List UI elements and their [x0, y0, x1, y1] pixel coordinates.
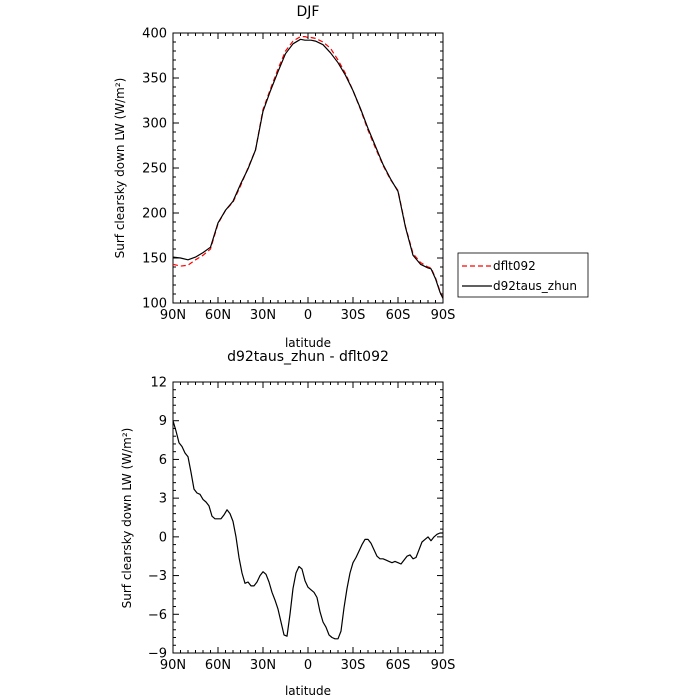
legend: dflt092 d92taus_zhun: [457, 252, 589, 298]
top-chart-x-tick-label: 60N: [205, 308, 231, 323]
legend-entry-d92taus-zhun: d92taus_zhun: [493, 279, 577, 293]
legend-box: [457, 252, 589, 298]
bottom-chart-y-tick-label: 6: [159, 453, 167, 468]
bottom-chart-y-tick-label: −9: [148, 647, 167, 662]
bottom-chart-y-tick-label: 12: [150, 376, 167, 391]
bottom-chart-series-difference-line: [172, 420, 443, 640]
top-chart-plot-area: 90N 60N 30N 0 30S 60S 90S 100 150 200 250 300 350 400: [142, 27, 455, 324]
top-chart-y-tick-label: 150: [142, 252, 167, 267]
top-chart-x-tick-label: 90S: [431, 308, 456, 323]
bottom-chart-y-axis-label: Surf clearsky down LW (W/m²): [120, 428, 134, 609]
top-chart-y-tick-label: 250: [142, 162, 167, 177]
bottom-chart-y-tick-label: 3: [159, 492, 167, 507]
top-chart-y-tick-label: 100: [142, 297, 167, 312]
bottom-chart-x-tick-label: 30N: [250, 658, 276, 673]
top-chart-x-tick-label: 90N: [160, 308, 186, 323]
bottom-chart-x-tick-label: 60N: [205, 658, 231, 673]
bottom-chart-x-tick-label: 0: [304, 658, 312, 673]
legend-entry-dflt092: dflt092: [493, 259, 536, 273]
bottom-chart-plot-area: 90N 60N 30N 0 30S 60S 90S −9 −6 −3 0 3 6 9 12: [148, 376, 456, 674]
top-chart-y-tick-label: 400: [142, 27, 167, 42]
bottom-chart-x-axis-label: latitude: [285, 684, 331, 698]
bottom-chart-y-tick-label: 0: [159, 530, 167, 545]
bottom-chart-panel: d92taus_zhun - dflt092 90N 60N 30N 0 30S 60S 9…: [120, 349, 455, 698]
bottom-chart-x-tick-label: 30S: [341, 658, 366, 673]
top-chart-y-tick-label: 300: [142, 117, 167, 132]
bottom-chart-x-tick-label: 90S: [431, 658, 456, 673]
bottom-chart-title: d92taus_zhun - dflt092: [227, 349, 389, 365]
bottom-chart-y-tick-label: −6: [148, 608, 167, 623]
top-chart-y-tick-label: 200: [142, 207, 167, 222]
top-chart-x-tick-label: 30N: [250, 308, 276, 323]
bottom-chart-y-tick-label: −3: [148, 569, 167, 584]
bottom-chart-y-tick-label: 9: [159, 414, 167, 429]
top-chart-x-tick-label: 30S: [341, 308, 366, 323]
top-chart-title: DJF: [297, 4, 320, 20]
top-chart-series-d92taus-zhun-line: [172, 38, 444, 299]
top-chart-y-tick-label: 350: [142, 72, 167, 87]
top-chart-x-axis-label: latitude: [285, 336, 331, 350]
bottom-chart-x-tick-label: 90N: [160, 658, 186, 673]
top-chart-x-tick-label: 0: [304, 308, 312, 323]
bottom-chart-x-tick-label: 60S: [386, 658, 411, 673]
top-chart-panel: DJF 90N 60N 30N 0 30S 60S 90S 100 150 200 250 300 35…: [113, 4, 455, 350]
top-chart-y-axis-label: Surf clearsky down LW (W/m²): [113, 78, 127, 259]
top-chart-x-tick-label: 60S: [386, 308, 411, 323]
